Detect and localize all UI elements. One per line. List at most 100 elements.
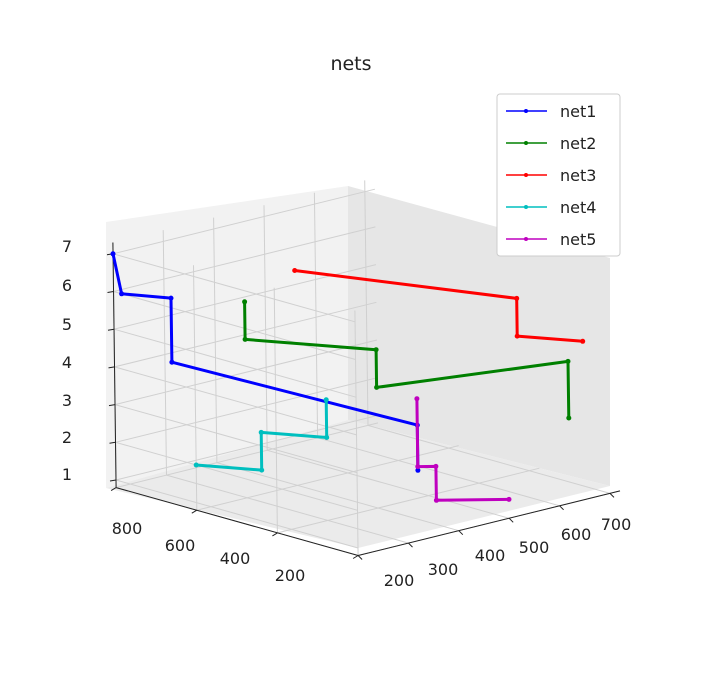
x-axis-line [115, 487, 359, 556]
series-net3 [292, 268, 586, 344]
series-net5 [414, 396, 512, 503]
grid-line [354, 310, 359, 556]
data-point [415, 464, 421, 470]
z-axis-line [112, 242, 117, 488]
data-point [414, 396, 420, 402]
x-tick [352, 555, 359, 559]
z-tick [108, 366, 115, 369]
grid-line [113, 291, 356, 360]
data-point [565, 358, 571, 364]
z-tick-label: 5 [62, 315, 72, 334]
z-tick-label: 6 [62, 276, 72, 295]
x-tick-label: 600 [165, 536, 196, 555]
data-point [415, 467, 421, 473]
legend-label-net2: net2 [560, 134, 596, 153]
z-tick-label: 3 [62, 391, 72, 410]
grid-line [113, 226, 376, 292]
grid-line [213, 217, 218, 463]
grid-line [277, 467, 540, 534]
grid-line [273, 287, 278, 533]
y-tick [458, 530, 464, 536]
z-tick [107, 291, 114, 293]
y-tick-label: 300 [428, 560, 459, 579]
left-back-pane [106, 186, 348, 488]
y-tick-label: 200 [384, 571, 415, 590]
legend-marker-net5 [524, 237, 528, 241]
data-point [259, 467, 265, 473]
y-tick-label: 400 [475, 546, 506, 565]
data-point [169, 359, 175, 365]
y-tick-label: 600 [561, 525, 592, 544]
legend-label-net5: net5 [560, 230, 596, 249]
series-layer [110, 251, 586, 503]
series-net2 [242, 299, 572, 421]
y-tick [609, 493, 615, 498]
z-tick-label: 7 [62, 237, 72, 256]
data-point [292, 268, 298, 273]
grid-line [162, 230, 167, 476]
grid-line [115, 414, 379, 481]
chart-title: nets [330, 53, 371, 75]
data-point [373, 347, 379, 353]
grid-line [113, 328, 357, 398]
data-point [374, 384, 380, 390]
data-point [242, 299, 248, 305]
data-point [324, 435, 330, 440]
grid-line [115, 441, 358, 511]
y-tick [408, 542, 413, 548]
grid-line [115, 422, 379, 489]
grid-line [114, 339, 378, 406]
grid-line [112, 188, 376, 255]
x-tick-label: 200 [275, 566, 306, 585]
y-tick [508, 517, 514, 523]
axes [106, 242, 621, 560]
data-point [566, 415, 572, 421]
z-tick-label: 1 [62, 465, 72, 484]
y-axis-line [357, 490, 621, 556]
grid-line [112, 253, 356, 323]
x-tick [110, 487, 117, 492]
data-point [433, 497, 439, 503]
data-point [323, 397, 329, 403]
legend-marker-net2 [524, 141, 528, 145]
y-tick-label: 500 [519, 538, 550, 557]
x-tick [272, 532, 278, 537]
z-tick-label: 2 [62, 428, 72, 447]
y-tick-label: 700 [601, 515, 632, 534]
right-back-pane [348, 186, 610, 486]
z-tick [109, 441, 116, 444]
legend-label-net1: net1 [560, 102, 596, 121]
series-line-net3 [294, 269, 583, 343]
grid-line [216, 462, 459, 532]
x-tick [191, 509, 198, 514]
legend-marker-net4 [524, 205, 528, 209]
data-point [193, 462, 199, 468]
z-tick-label: 4 [62, 353, 72, 372]
data-point [433, 463, 439, 469]
grid-line [193, 265, 198, 511]
data-point [580, 338, 586, 344]
data-point [110, 251, 116, 257]
grid-line [364, 180, 369, 426]
legend-label-net4: net4 [560, 198, 596, 217]
grid-line [114, 366, 357, 436]
grid-line [263, 205, 268, 451]
data-point [514, 333, 520, 339]
legend-box [496, 93, 621, 257]
grid-line [267, 449, 510, 519]
legend: net1 net2 net3 net4 net5 [496, 93, 621, 257]
legend-label-net3: net3 [560, 166, 596, 185]
grid-line [313, 192, 319, 438]
y-tick [357, 555, 363, 560]
grid-line [114, 404, 358, 474]
grid-line [367, 424, 611, 494]
legend-marker-net1 [524, 109, 528, 113]
legend-marker-net3 [524, 173, 528, 177]
grid-line [317, 437, 560, 507]
data-point [514, 295, 520, 301]
floor-pane [106, 420, 610, 548]
z-tick [108, 404, 116, 407]
grid-line [115, 377, 378, 443]
y-tick [559, 505, 564, 511]
